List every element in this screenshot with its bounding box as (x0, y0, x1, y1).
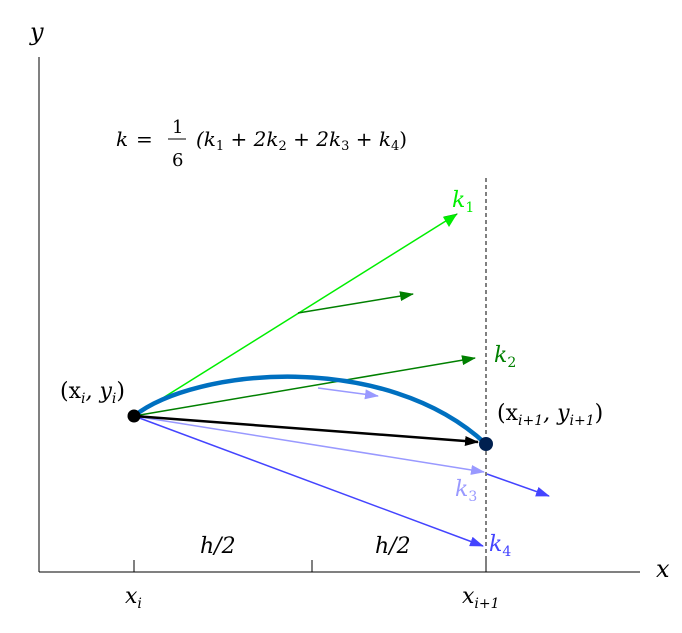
svg-text:6: 6 (172, 150, 183, 171)
k1-label: k1 (452, 188, 474, 216)
k3-arrow (133, 415, 485, 475)
y-axis-label: y (29, 18, 44, 46)
k3-label: k3 (455, 477, 477, 505)
end-point (479, 437, 493, 451)
k1-arrow (133, 213, 458, 417)
half-step-label-1: h/2 (200, 534, 236, 559)
k2-arrow (133, 355, 476, 417)
tick-label-xi: xi (125, 584, 142, 612)
k4-endpoint-arrow (486, 473, 550, 497)
start-point-label: (xi, yi) (60, 379, 125, 407)
x-axis-label: x (656, 555, 670, 583)
tick-label-xi1: xi+1 (462, 584, 500, 612)
weighted-step-arrow (133, 414, 479, 447)
k4-arrow (133, 415, 484, 547)
solution-curve (132, 374, 488, 446)
end-point-label: (xi+1, yi+1) (497, 401, 603, 429)
svg-text:1: 1 (172, 117, 183, 138)
svg-text:k: k (116, 127, 128, 151)
rk4-formula: k = 1 6 (k1 + 2k2 + 2k3 + k4) (116, 117, 407, 171)
k4-label: k4 (489, 532, 511, 560)
svg-text:(k1 + 2k2 + 2k3 + k4): (k1 + 2k2 + 2k3 + k4) (196, 127, 407, 154)
k3-midpoint-arrow (317, 387, 379, 400)
start-point (127, 409, 141, 423)
half-step-label-2: h/2 (375, 534, 411, 559)
svg-text:=: = (136, 127, 153, 151)
k2-label: k2 (494, 343, 516, 371)
k2-midpoint-arrow (297, 291, 414, 314)
k1-arrowhead (443, 214, 457, 227)
